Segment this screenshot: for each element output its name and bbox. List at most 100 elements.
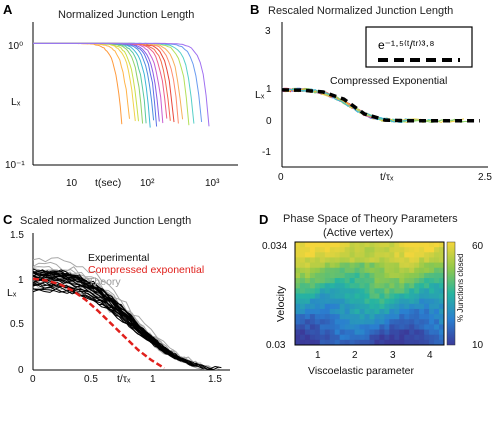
panel-d-heat-cell	[364, 298, 370, 305]
panel-c-experimental-line	[33, 269, 177, 358]
panel-d-heat-cell	[389, 314, 395, 320]
panel-d-heat-cell	[309, 308, 316, 315]
panel-d-heat-cell	[309, 278, 316, 284]
panel-d-heat-cell	[414, 247, 420, 253]
panel-d-heat-cell	[314, 283, 321, 289]
panel-d-heat-cell	[309, 252, 316, 258]
panel-d-heat-cell	[374, 329, 380, 336]
panel-d-heat-cell	[364, 314, 370, 320]
panel-d-heat-cell	[389, 278, 395, 284]
panel-d-heat-cell	[359, 308, 366, 315]
panel-d-heat-cell	[344, 319, 351, 325]
panel-d-heat-cell	[324, 319, 331, 325]
panel-d-heat-cell	[354, 272, 361, 279]
panel-d-heat-cell	[295, 314, 301, 320]
panel-a-line	[33, 42, 179, 124]
panel-d-heat-cell	[414, 298, 420, 305]
panel-d-heat-cell	[295, 334, 301, 341]
panel-d-heat-cell	[304, 314, 311, 320]
panel-c-xtick-05: 0.5	[84, 374, 98, 385]
panel-d-heat-cell	[299, 298, 306, 305]
panel-b-ytick-neg1: -1	[262, 147, 271, 158]
panel-c-ytick-1: 1	[18, 275, 24, 286]
panel-d-heat-cell	[434, 319, 440, 325]
panel-d-heat-cell	[424, 314, 430, 320]
panel-a-line	[33, 42, 151, 128]
panel-d-heat-cell	[344, 293, 351, 300]
panel-d-heat-cell	[314, 288, 321, 294]
panel-d-heat-cell	[309, 319, 316, 325]
panel-d-heat-cell	[354, 303, 361, 310]
panel-d-heat-cell	[424, 288, 430, 294]
panel-d-heat-cell	[439, 283, 445, 289]
panel-d-heat-cell	[334, 262, 341, 269]
panel-d-heat-cell	[389, 319, 395, 325]
panel-d-heat-cell	[359, 288, 366, 294]
panel-d-heat-cell	[409, 257, 415, 264]
panel-d-heat-cell	[434, 247, 440, 253]
panel-d-heat-cell	[344, 308, 351, 315]
panel-d-colorbar	[446, 241, 456, 346]
panel-d-heat-cell	[354, 329, 361, 336]
panel-c-label: C	[3, 212, 13, 227]
panel-d-heat-cell	[314, 267, 321, 274]
panel-c-xlabel: t/τₓ	[117, 373, 131, 385]
panel-d-heat-cell	[384, 334, 390, 341]
panel-d-heat-cell	[324, 267, 331, 274]
panel-d-heat-cell	[434, 303, 440, 310]
panel-d-heat-cell	[295, 278, 301, 284]
panel-d-heat-cell	[329, 303, 336, 310]
panel-d-heat-cell	[424, 242, 430, 248]
panel-d-heat-cell	[359, 247, 366, 253]
panel-d-heat-cell	[389, 272, 395, 279]
panel-d-heat-cell	[419, 298, 425, 305]
panel-d-heat-cell	[394, 262, 400, 269]
panel-d-heat-cell	[314, 298, 321, 305]
panel-d-heat-cell	[359, 257, 366, 264]
panel-d-heat-cell	[424, 247, 430, 253]
panel-d-heat-cell	[424, 303, 430, 310]
panel-d-heat-cell	[424, 252, 430, 258]
panel-d-heat-cell	[404, 319, 410, 325]
panel-d-heat-cell	[324, 314, 331, 320]
panel-d-heat-cell	[309, 334, 316, 341]
panel-d-heat-cell	[414, 283, 420, 289]
panel-d-heat-cell	[399, 257, 405, 264]
panel-d-colorbar-label: % Junctions closed	[456, 254, 465, 322]
panel-d-heat-cell	[324, 262, 331, 269]
panel-d-heat-cell	[394, 314, 400, 320]
panel-d-heat-cell	[314, 324, 321, 331]
panel-d-heat-cell	[369, 308, 375, 315]
panel-d-heat-cell	[369, 267, 375, 274]
panel-d-heat-cell	[304, 252, 311, 258]
panel-d-heat-cell	[349, 319, 356, 325]
panel-d-heat-cell	[369, 334, 375, 341]
panel-d-heat-cell	[404, 242, 410, 248]
panel-d-heat-cell	[409, 339, 415, 346]
panel-d-heat-cell	[374, 262, 380, 269]
panel-d-heat-cell	[374, 247, 380, 253]
panel-d-heat-cell	[334, 314, 341, 320]
panel-d-xtick-1: 1	[315, 350, 321, 361]
panel-d-heat-cell	[309, 303, 316, 310]
panel-d-heat-cell	[424, 334, 430, 341]
panel-d-heat-cell	[324, 324, 331, 331]
panel-d-heat-cell	[295, 298, 301, 305]
panel-d-heat-cell	[299, 303, 306, 310]
panel-d-heat-cell	[379, 298, 385, 305]
panel-d-heat-cell	[399, 278, 405, 284]
panel-d-heat-cell	[384, 319, 390, 325]
panel-d-heat-cell	[429, 334, 435, 341]
panel-d-heat-cell	[369, 272, 375, 279]
panel-a-ylabel: Lₓ	[11, 96, 21, 108]
panel-d-heat-cell	[414, 278, 420, 284]
panel-d-heat-cell	[324, 283, 331, 289]
panel-d-heat-cell	[339, 247, 346, 253]
panel-d-heat-cell	[409, 278, 415, 284]
panel-d-heat-cell	[439, 272, 445, 279]
panel-d-heat-cell	[374, 293, 380, 300]
panel-d-heat-cell	[314, 252, 321, 258]
panel-d-heat-cell	[389, 324, 395, 331]
panel-d-heat-cell	[379, 293, 385, 300]
panel-d-heat-cell	[329, 283, 336, 289]
